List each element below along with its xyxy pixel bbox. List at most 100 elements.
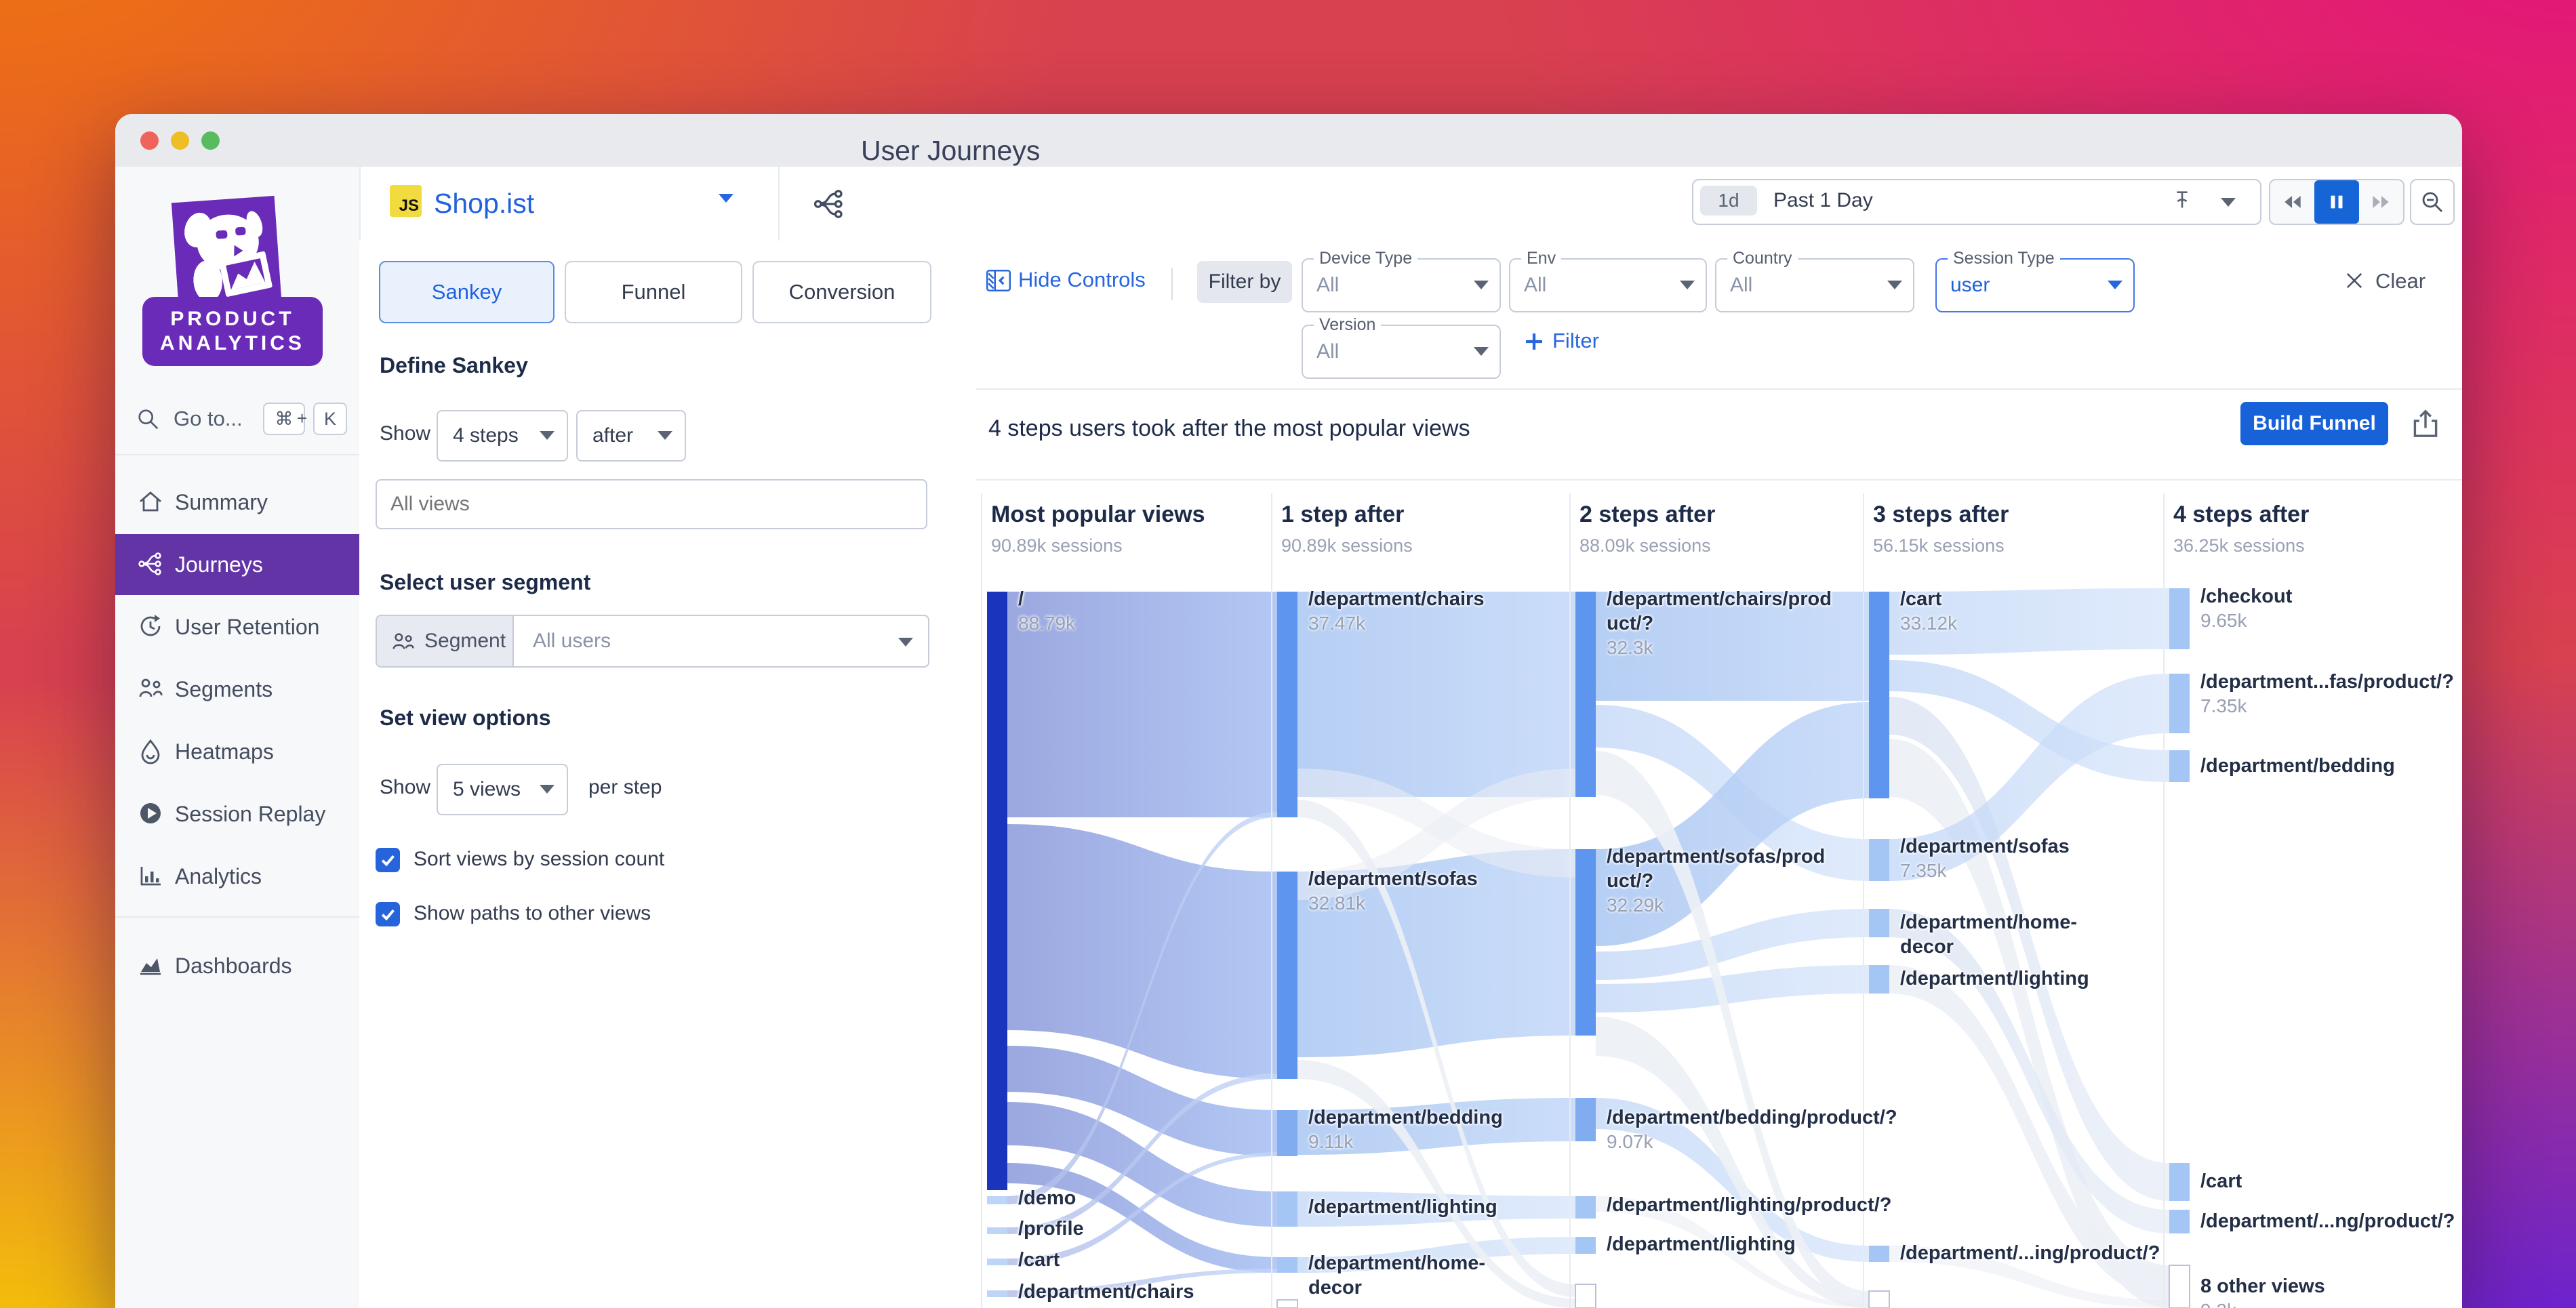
- segments-icon: [390, 629, 416, 655]
- sidebar-item-summary[interactable]: Summary: [115, 472, 358, 533]
- filter-value: All: [1524, 274, 1547, 296]
- logo-banner: PRODUCT ANALYTICS: [142, 297, 323, 366]
- time-range-caret-icon[interactable]: [2221, 198, 2236, 207]
- cmd-key-badge: ⌘: [263, 403, 305, 435]
- sankey-title: 4 steps users took after the most popula…: [988, 415, 1470, 441]
- build-funnel-button[interactable]: Build Funnel: [2240, 402, 2388, 445]
- dog-logo: [171, 195, 282, 306]
- controls-panel: Sankey Funnel Conversion Define Sankey Sho…: [359, 241, 978, 1308]
- js-app-icon: JS: [390, 185, 422, 217]
- time-range-picker[interactable]: 1d Past 1 Day: [1692, 179, 2261, 225]
- sidebar-item-dashboards[interactable]: Dashboards: [115, 935, 358, 996]
- sidebar-item-label: Session Replay: [175, 802, 326, 826]
- filter-label: Session Type: [1948, 249, 2060, 268]
- views-filter-input[interactable]: [376, 479, 927, 529]
- sidebar-item-label: User Retention: [175, 615, 320, 639]
- sidebar-item-user-retention[interactable]: User Retention: [115, 596, 358, 657]
- maximize-window-button[interactable]: [201, 131, 220, 150]
- product-analytics-logo: PRODUCT ANALYTICS: [115, 187, 359, 397]
- filter-env[interactable]: Env All: [1509, 249, 1707, 312]
- show-label: Show: [380, 422, 431, 445]
- minimize-window-button[interactable]: [171, 131, 189, 150]
- segment-selector[interactable]: Segment All users: [376, 615, 929, 668]
- go-to-search[interactable]: Go to... ⌘ + K: [115, 398, 359, 441]
- application-selector[interactable]: Shop.ist: [434, 188, 535, 219]
- filter-version[interactable]: Version All: [1302, 315, 1501, 379]
- define-sankey-heading: Define Sankey: [380, 353, 528, 377]
- filter-label: Country: [1727, 249, 1798, 268]
- k-key-badge: K: [313, 403, 347, 435]
- rewind-button[interactable]: [2270, 180, 2314, 224]
- clear-filters-button[interactable]: Clear: [2343, 269, 2426, 293]
- go-to-label: Go to...: [174, 407, 243, 430]
- segment-pill: Segment: [377, 616, 514, 666]
- main-panel: Hide Controls Filter by Device Type All En…: [976, 241, 2462, 1308]
- filter-value: All: [1316, 340, 1340, 363]
- sidebar-item-heatmaps[interactable]: Heatmaps: [115, 721, 358, 782]
- tab-funnel[interactable]: Funnel: [565, 261, 742, 323]
- chevron-down-icon[interactable]: [719, 194, 733, 203]
- fast-forward-button[interactable]: [2359, 180, 2403, 224]
- per-step-label: per step: [588, 776, 662, 798]
- filter-label: Version: [1314, 315, 1382, 335]
- add-filter-button[interactable]: Filter: [1523, 329, 1599, 353]
- close-window-button[interactable]: [140, 131, 159, 150]
- sidebar-item-label: Segments: [175, 677, 273, 701]
- sidebar: PRODUCT ANALYTICS Go to... ⌘ + K Summary…: [115, 167, 361, 1308]
- sidebar-item-session-replay[interactable]: Session Replay: [115, 783, 358, 844]
- filter-by-pill: Filter by: [1197, 261, 1292, 303]
- checkbox-label: Show paths to other views: [414, 902, 651, 924]
- tab-conversion[interactable]: Conversion: [752, 261, 931, 323]
- window-titlebar: [115, 114, 2462, 167]
- views-per-step-dropdown[interactable]: 5 views: [437, 764, 568, 815]
- sidebar-item-label: Journeys: [175, 552, 263, 577]
- filter-value: user: [1950, 274, 1990, 296]
- zoom-out-button[interactable]: [2410, 179, 2455, 225]
- filter-value: All: [1316, 274, 1340, 296]
- filter-country[interactable]: Country All: [1715, 249, 1914, 312]
- time-range-badge: 1d: [1700, 186, 1757, 216]
- pause-button[interactable]: [2314, 180, 2359, 224]
- filterbar-divider: [976, 388, 2462, 390]
- playback-controls: [2269, 179, 2404, 225]
- checkbox-checked[interactable]: [376, 848, 400, 872]
- steps-dropdown[interactable]: 4 steps: [437, 410, 568, 462]
- sidebar-divider-2: [115, 916, 359, 918]
- analytics-icon: [137, 862, 164, 889]
- time-range-label: Past 1 Day: [1773, 189, 1873, 211]
- sidebar-item-analytics[interactable]: Analytics: [115, 846, 358, 907]
- export-icon[interactable]: [2408, 406, 2443, 441]
- journeys-icon: [812, 187, 846, 221]
- search-icon: [136, 407, 161, 432]
- tab-sankey[interactable]: Sankey: [379, 261, 555, 323]
- sidebar-item-journeys[interactable]: Journeys: [115, 534, 359, 595]
- direction-dropdown[interactable]: after: [576, 410, 686, 462]
- chevron-down-icon: [1887, 281, 1902, 289]
- filter-separator: [1171, 268, 1173, 300]
- filter-label: Device Type: [1314, 249, 1418, 268]
- sidebar-item-segments[interactable]: Segments: [115, 659, 358, 720]
- set-view-options-heading: Set view options: [380, 706, 551, 730]
- sidebar-item-label: Summary: [175, 490, 268, 514]
- segment-value: All users: [533, 630, 611, 652]
- page-title: User Journeys: [861, 135, 1041, 166]
- home-icon: [137, 488, 164, 515]
- filter-session-type[interactable]: Session Type user: [1935, 249, 2135, 312]
- retention-icon: [137, 613, 164, 640]
- app-window: JS Shop.ist User Journeys 1d Past 1 Day: [115, 114, 2462, 1308]
- filter-device-type[interactable]: Device Type All: [1302, 249, 1501, 312]
- panel-collapse-icon: [984, 266, 1013, 295]
- title-divider: [976, 479, 2462, 481]
- plus-separator: +: [297, 408, 308, 428]
- pin-icon[interactable]: [2169, 188, 2195, 214]
- filter-label: Env: [1521, 249, 1562, 268]
- sidebar-item-label: Dashboards: [175, 954, 292, 978]
- chevron-down-icon: [2108, 281, 2122, 289]
- sidebar-item-label: Analytics: [175, 864, 262, 888]
- filter-value: All: [1730, 274, 1753, 296]
- replay-icon: [137, 800, 164, 827]
- dashboards-icon: [137, 952, 164, 979]
- chevron-down-icon: [1680, 281, 1695, 289]
- checkbox-checked[interactable]: [376, 902, 400, 926]
- sidebar-divider: [115, 454, 359, 455]
